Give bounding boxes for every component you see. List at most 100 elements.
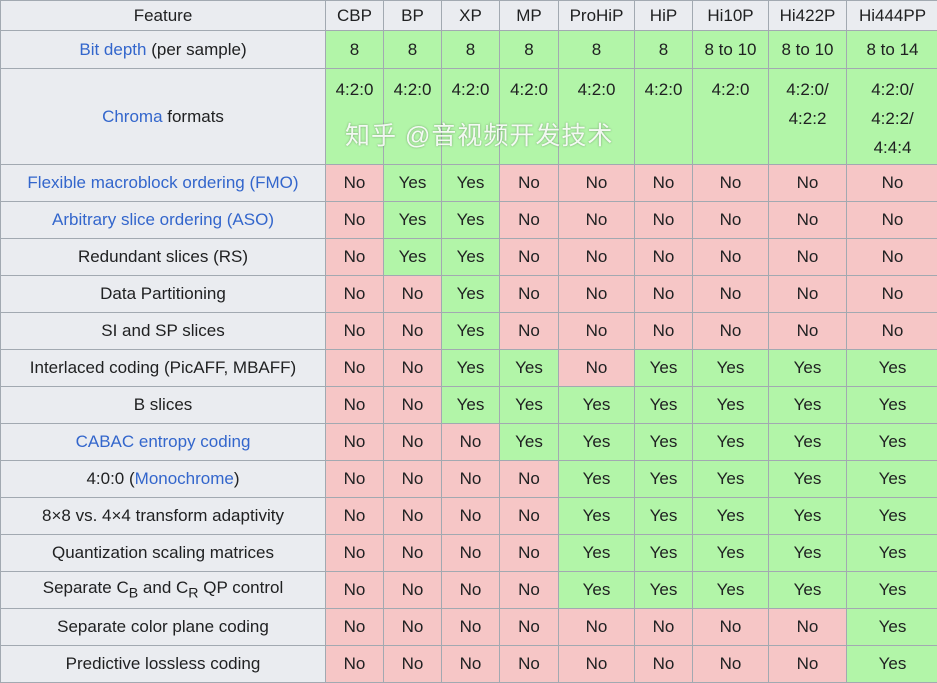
value-cell-mp: No [500, 165, 559, 202]
value-cell-xp: No [442, 424, 500, 461]
feature-cell: Arbitrary slice ordering (ASO) [1, 202, 326, 239]
column-header-cbp: CBP [326, 1, 384, 31]
value-cell-mp: 4:2:0 [500, 69, 559, 165]
value-cell-cbp: No [326, 276, 384, 313]
value-cell-mp: Yes [500, 350, 559, 387]
value-cell-cbp: 4:2:0 [326, 69, 384, 165]
value-cell-hi10p: Yes [693, 572, 769, 609]
value-cell-cbp: No [326, 609, 384, 646]
feature-link[interactable]: Chroma [102, 107, 162, 126]
value-cell-hip: No [635, 313, 693, 350]
value-cell-hip: Yes [635, 424, 693, 461]
value-cell-xp: No [442, 535, 500, 572]
value-cell-hip: Yes [635, 350, 693, 387]
value-cell-bp: No [384, 461, 442, 498]
value-cell-hi422p: 8 to 10 [769, 31, 847, 69]
value-cell-cbp: No [326, 646, 384, 683]
value-cell-hip: No [635, 202, 693, 239]
value-cell-prohip: No [559, 609, 635, 646]
value-cell-bp: No [384, 276, 442, 313]
value-cell-prohip: 8 [559, 31, 635, 69]
value-cell-hi422p: Yes [769, 461, 847, 498]
value-cell-cbp: No [326, 239, 384, 276]
value-cell-mp: No [500, 239, 559, 276]
value-cell-hi10p: No [693, 313, 769, 350]
value-cell-bp: No [384, 424, 442, 461]
value-cell-hi444pp: No [847, 276, 937, 313]
feature-link[interactable]: Flexible macroblock ordering (FMO) [27, 173, 298, 192]
value-cell-hi422p: No [769, 202, 847, 239]
feature-link[interactable]: CABAC entropy coding [76, 432, 251, 451]
value-cell-mp: No [500, 646, 559, 683]
value-cell-mp: No [500, 498, 559, 535]
value-cell-xp: No [442, 646, 500, 683]
value-cell-cbp: 8 [326, 31, 384, 69]
value-cell-xp: 8 [442, 31, 500, 69]
value-cell-hi444pp: Yes [847, 498, 937, 535]
value-cell-prohip: No [559, 646, 635, 683]
value-cell-hip: No [635, 239, 693, 276]
feature-link[interactable]: Monochrome [135, 469, 234, 488]
value-cell-xp: Yes [442, 313, 500, 350]
value-cell-bp: No [384, 535, 442, 572]
feature-text: and C [138, 578, 188, 597]
value-cell-hi422p: Yes [769, 387, 847, 424]
value-cell-hi444pp: No [847, 165, 937, 202]
value-cell-cbp: No [326, 313, 384, 350]
value-cell-hi422p: No [769, 313, 847, 350]
feature-cell: 4:0:0 (Monochrome) [1, 461, 326, 498]
value-cell-xp: Yes [442, 165, 500, 202]
feature-text: 8×8 vs. 4×4 transform adaptivity [42, 506, 284, 525]
value-cell-bp: No [384, 646, 442, 683]
value-cell-hi10p: No [693, 239, 769, 276]
feature-text: 4:0:0 ( [86, 469, 134, 488]
value-cell-cbp: No [326, 165, 384, 202]
value-cell-hi422p: Yes [769, 572, 847, 609]
value-cell-prohip: Yes [559, 535, 635, 572]
value-cell-bp: Yes [384, 165, 442, 202]
value-cell-hi444pp: Yes [847, 350, 937, 387]
feature-text: Predictive lossless coding [66, 654, 261, 673]
value-cell-hi422p: No [769, 239, 847, 276]
value-cell-hip: 8 [635, 31, 693, 69]
feature-text: B slices [134, 395, 193, 414]
feature-cell: CABAC entropy coding [1, 424, 326, 461]
value-cell-xp: 4:2:0 [442, 69, 500, 165]
feature-link[interactable]: Arbitrary slice ordering (ASO) [52, 210, 274, 229]
feature-text: B [129, 586, 138, 602]
value-cell-hi422p: 4:2:0/ 4:2:2 [769, 69, 847, 165]
feature-link[interactable]: Bit depth [79, 40, 146, 59]
value-cell-hi10p: Yes [693, 535, 769, 572]
value-cell-hip: No [635, 609, 693, 646]
feature-cell: 8×8 vs. 4×4 transform adaptivity [1, 498, 326, 535]
feature-cell: Chroma formats [1, 69, 326, 165]
value-cell-hi444pp: Yes [847, 387, 937, 424]
value-cell-hi422p: Yes [769, 498, 847, 535]
feature-cell: Separate color plane coding [1, 609, 326, 646]
value-cell-prohip: Yes [559, 387, 635, 424]
value-cell-hi444pp: Yes [847, 646, 937, 683]
value-cell-mp: No [500, 313, 559, 350]
value-cell-hi422p: No [769, 609, 847, 646]
value-cell-hi10p: Yes [693, 498, 769, 535]
value-cell-prohip: No [559, 202, 635, 239]
column-header-xp: XP [442, 1, 500, 31]
value-cell-prohip: 4:2:0 [559, 69, 635, 165]
value-cell-mp: No [500, 535, 559, 572]
value-cell-hi10p: No [693, 165, 769, 202]
feature-text: formats [163, 107, 224, 126]
feature-text: Quantization scaling matrices [52, 543, 274, 562]
value-cell-cbp: No [326, 350, 384, 387]
feature-text: Interlaced coding (PicAFF, MBAFF) [30, 358, 296, 377]
value-cell-hi10p: 4:2:0 [693, 69, 769, 165]
